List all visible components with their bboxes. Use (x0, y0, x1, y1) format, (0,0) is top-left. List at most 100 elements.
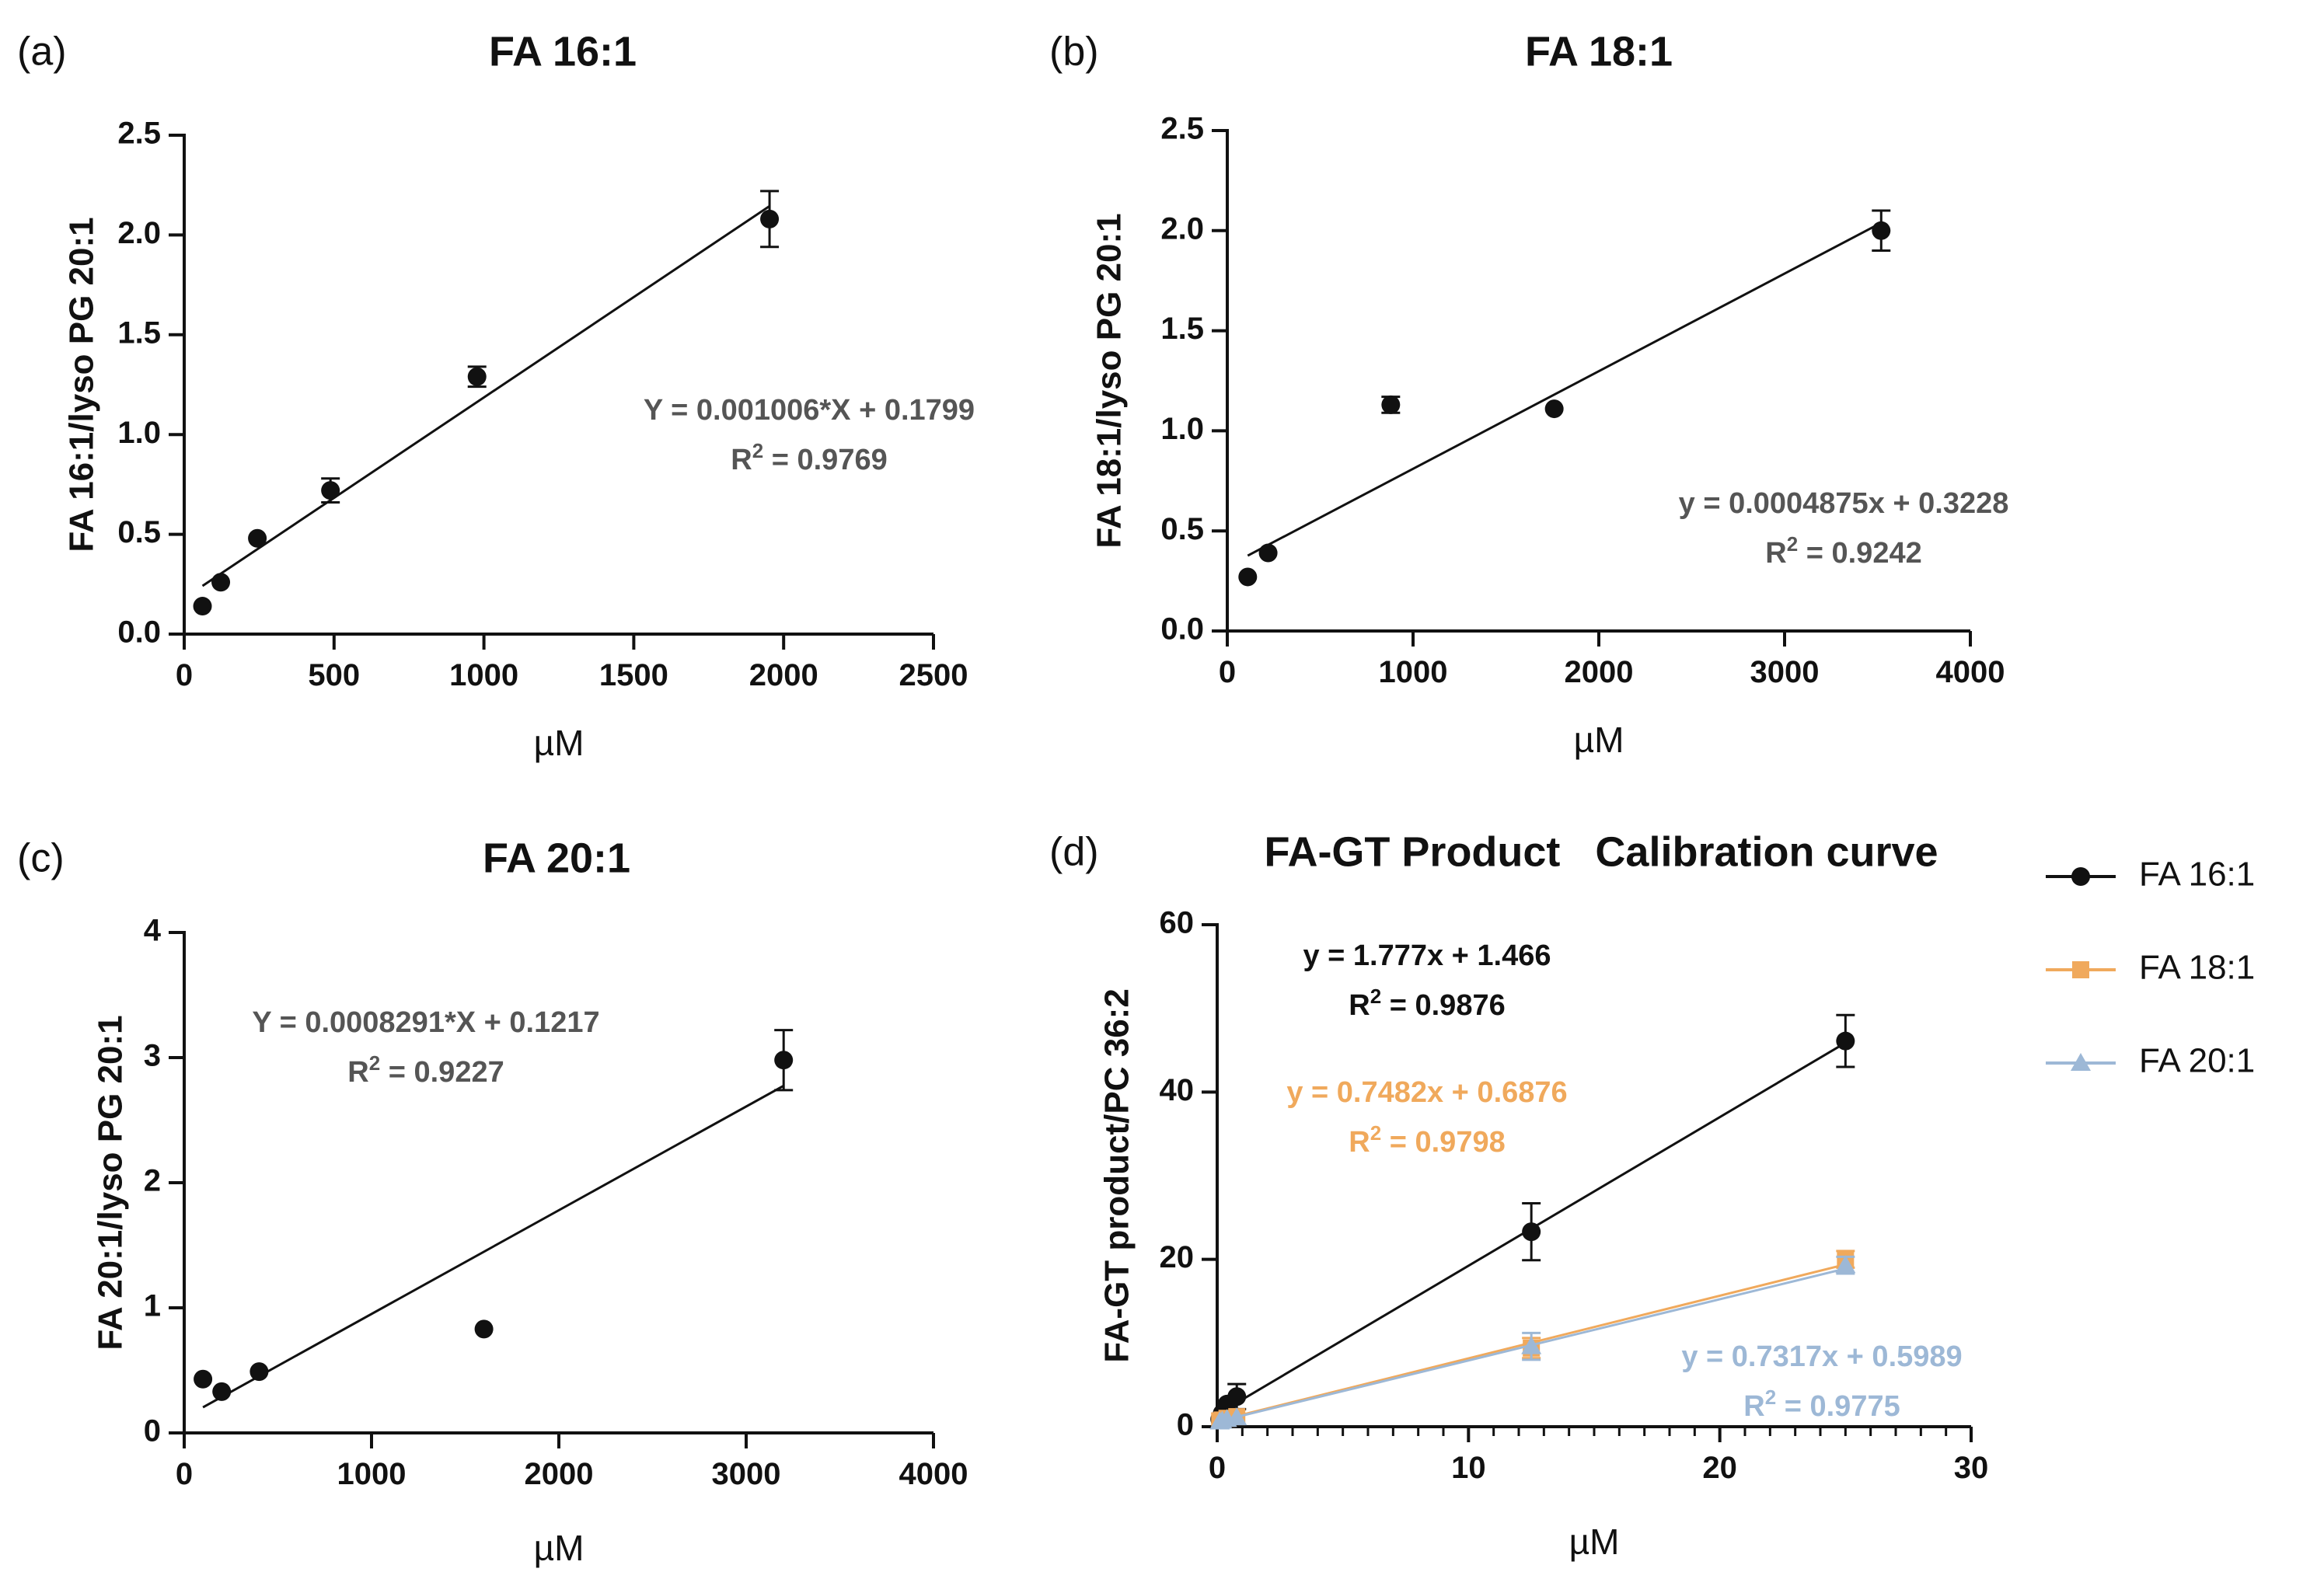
superscript: 2 (752, 439, 763, 462)
y-axis-label: FA 20:1/lyso PG 20:1 (92, 1015, 130, 1350)
x-tick-label: 0 (1209, 1451, 1226, 1485)
superscript: 2 (1370, 1121, 1381, 1145)
legend-label: FA 20:1 (2139, 1042, 2255, 1080)
y-tick-label: 0.0 (117, 615, 161, 650)
data-point (1544, 399, 1564, 419)
x-tick-label: 3000 (1750, 655, 1820, 689)
data-point (1238, 567, 1258, 587)
annotation-r-squared-fa16: R2 = 0.9876 (1349, 985, 1505, 1022)
y-tick-label: 1.0 (117, 416, 161, 450)
r-squared-value: = 0.9242 (1798, 537, 1922, 570)
data-point (1836, 1031, 1855, 1051)
y-tick-label: 0.0 (1160, 612, 1204, 647)
series-fa-18-1 (1238, 209, 1891, 587)
y-axis-label: FA-GT product/PC 36:2 (1098, 988, 1136, 1363)
r-squared-symbol: R (347, 1056, 368, 1089)
x-tick-label: 2000 (1565, 655, 1634, 689)
panel-label: (b) (1049, 30, 1099, 75)
data-point (211, 573, 231, 592)
r-squared-symbol: R (1743, 1390, 1764, 1423)
r-squared-symbol: R (1349, 989, 1370, 1022)
annotation-equation-fa20: y = 0.7317x + 0.5989 (1681, 1340, 1962, 1373)
x-tick-label: 1000 (449, 658, 518, 692)
chart-title: FA-GT Product Calibration curve (1264, 828, 1938, 875)
data-point (1227, 1387, 1247, 1406)
annotation-equation: y = 0.0004875x + 0.3228 (1679, 487, 2009, 520)
x-axis-label: µM (534, 723, 584, 763)
data-point (467, 367, 487, 386)
y-tick-label: 0.5 (117, 515, 161, 549)
data-point (248, 528, 267, 548)
y-axis-label: FA 16:1/lyso PG 20:1 (63, 217, 101, 552)
x-axis-label: µM (534, 1528, 584, 1568)
data-point (1872, 221, 1891, 240)
legend-label: FA 18:1 (2139, 949, 2255, 987)
y-tick-label: 40 (1160, 1073, 1195, 1107)
x-tick-label: 30 (1954, 1451, 1989, 1485)
chart-title: FA 20:1 (483, 835, 630, 881)
x-tick-label: 1500 (599, 658, 668, 692)
annotation-r-squared: R2 = 0.9769 (731, 439, 887, 476)
chart-title: FA 18:1 (1525, 28, 1673, 75)
y-tick-label: 0 (1177, 1408, 1194, 1442)
fit-line (202, 1084, 784, 1409)
y-tick-label: 1 (144, 1289, 161, 1323)
y-tick-label: 1.0 (1160, 412, 1204, 446)
y-tick-label: 2.5 (1160, 112, 1204, 146)
data-point (2071, 867, 2090, 886)
data-point (1521, 1336, 1542, 1354)
data-point (193, 597, 212, 616)
legend-label: FA 16:1 (2139, 856, 2255, 894)
data-point (1522, 1222, 1541, 1242)
annotation-equation: Y = 0.0008291*X + 0.1217 (252, 1006, 599, 1039)
r-squared-symbol: R (1765, 537, 1786, 570)
panel-label: (a) (17, 30, 67, 75)
panel-label: (c) (17, 836, 65, 881)
annotation-r-squared: R2 = 0.9227 (347, 1051, 504, 1089)
r-squared-value: = 0.9775 (1776, 1390, 1900, 1423)
x-tick-label: 2000 (525, 1457, 594, 1491)
annotation-r-squared: R2 = 0.9242 (1765, 532, 1921, 570)
series-fa-20-1 (1209, 1255, 1856, 1430)
y-axis-label: FA 18:1/lyso PG 20:1 (1090, 213, 1129, 548)
y-tick-label: 2.0 (1160, 211, 1204, 246)
superscript: 2 (1765, 1386, 1776, 1409)
r-squared-value: = 0.9769 (763, 444, 888, 476)
y-tick-label: 2 (144, 1164, 161, 1198)
r-squared-symbol: R (731, 444, 752, 476)
x-tick-label: 4000 (899, 1457, 968, 1491)
chart-title: FA 16:1 (489, 28, 637, 75)
x-tick-label: 10 (1451, 1451, 1486, 1485)
series-fa-16-1 (193, 190, 780, 616)
y-tick-label: 1.5 (117, 315, 161, 350)
y-tick-label: 3 (144, 1039, 161, 1073)
annotation-equation-fa18: y = 0.7482x + 0.6876 (1286, 1076, 1567, 1109)
y-tick-label: 0.5 (1160, 512, 1204, 546)
fit-line (201, 205, 770, 587)
r-squared-value: = 0.9227 (380, 1056, 504, 1089)
data-point (1227, 1407, 1247, 1426)
x-tick-label: 2000 (749, 658, 818, 692)
x-tick-label: 20 (1702, 1451, 1737, 1485)
annotation-equation: Y = 0.001006*X + 0.1799 (644, 394, 975, 427)
x-tick-label: 4000 (1936, 655, 2005, 689)
x-tick-label: 1000 (1379, 655, 1448, 689)
data-point (2071, 1053, 2091, 1071)
superscript: 2 (369, 1051, 380, 1075)
x-tick-label: 0 (176, 1457, 193, 1491)
x-tick-label: 3000 (712, 1457, 781, 1491)
data-point (2072, 961, 2089, 978)
r-squared-value: = 0.9876 (1381, 989, 1506, 1022)
data-point (1258, 543, 1278, 563)
data-point (1381, 395, 1401, 414)
legend: FA 16:1 FA 18:1 FA 20:1 (2046, 856, 2255, 1080)
data-point (1835, 1255, 1856, 1274)
x-axis-label: µM (1574, 720, 1624, 760)
y-tick-label: 0 (144, 1414, 161, 1448)
data-point (760, 209, 780, 228)
x-tick-label: 0 (1219, 655, 1236, 689)
x-tick-label: 0 (176, 658, 193, 692)
panel-label: (d) (1049, 830, 1099, 875)
data-point (212, 1382, 232, 1401)
